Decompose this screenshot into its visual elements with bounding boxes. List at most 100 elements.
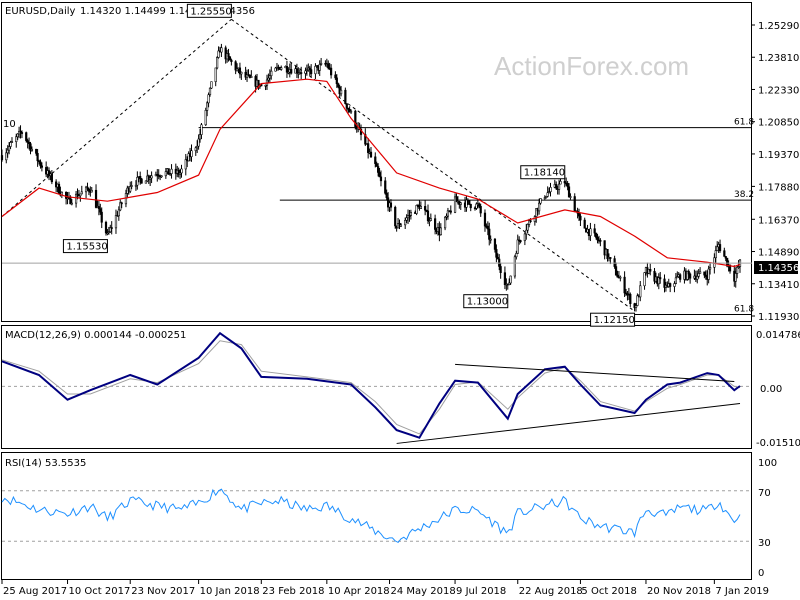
price-candle: [533, 215, 536, 226]
candle-body: [164, 171, 167, 177]
candle-body: [335, 77, 338, 85]
price-candle: [369, 147, 373, 159]
candle-body: [696, 276, 699, 280]
price-candle: [523, 232, 526, 246]
price-candle: [406, 209, 410, 224]
price-candle: [629, 292, 632, 307]
price-candle: [164, 167, 167, 179]
price-candle: [515, 250, 518, 260]
candle-body: [129, 186, 132, 192]
candle-body: [583, 219, 586, 229]
candle-body: [606, 248, 609, 259]
price-candle: [459, 202, 462, 210]
price-candle: [8, 142, 11, 155]
fib-label: 61.8: [734, 304, 754, 314]
candle-body: [167, 168, 170, 175]
price-candle: [15, 133, 18, 148]
candle-body: [424, 206, 427, 211]
candle-body: [69, 196, 72, 205]
candle-body: [25, 132, 28, 141]
candle-body: [87, 188, 91, 192]
rsi-pane: RSI(14) 53.5535 100 70 30 0: [1, 458, 777, 579]
candle-body: [234, 61, 237, 71]
candle-body: [439, 227, 442, 235]
price-candle: [250, 70, 253, 78]
candle-body: [673, 283, 676, 287]
price-candle: [439, 223, 442, 236]
candle-body: [475, 203, 478, 209]
price-candle: [184, 153, 187, 176]
candle-body: [529, 220, 532, 222]
price-candle: [110, 221, 113, 235]
candle-body: [716, 246, 719, 251]
price-candle: [377, 163, 380, 177]
candle-body: [669, 283, 672, 287]
price-candle: [204, 107, 207, 126]
candle-body: [107, 231, 110, 234]
candle-body: [614, 266, 618, 276]
candle-body: [613, 258, 616, 267]
candle-body: [97, 206, 100, 210]
price-candle: [567, 183, 571, 198]
rsi-tick-100: 100: [758, 458, 777, 469]
candle-body: [538, 202, 541, 212]
price-candle: [569, 193, 572, 200]
price-candle: [10, 137, 14, 143]
price-candle: [428, 217, 431, 227]
candle-body: [579, 215, 582, 221]
candle-body: [595, 232, 598, 238]
price-candle: [120, 201, 123, 209]
price-candle: [603, 240, 606, 260]
price-tick-label: 1.22330: [758, 85, 799, 96]
price-candle: [16, 133, 19, 141]
price-candle: [36, 149, 39, 167]
price-candle: [676, 271, 679, 279]
candle-body: [280, 67, 283, 70]
price-candle: [653, 267, 656, 285]
candle-body: [196, 145, 199, 149]
price-candle: [238, 62, 242, 79]
candle-body: [109, 227, 112, 233]
candle-body: [528, 220, 531, 225]
candle-body: [57, 183, 61, 194]
date-tick-label: 24 May 2018: [391, 586, 456, 597]
price-candle: [178, 169, 182, 179]
candle-body: [295, 68, 299, 74]
price-candle: [5, 148, 8, 164]
price-candle: [196, 140, 199, 154]
candle-body: [139, 176, 142, 180]
price-candle: [405, 214, 408, 224]
price-candle: [707, 265, 710, 284]
candle-body: [639, 285, 642, 298]
price-candle: [295, 63, 299, 79]
candle-body: [535, 208, 538, 217]
candle-body: [519, 240, 522, 242]
price-candle: [659, 271, 662, 284]
price-candle: [639, 280, 642, 302]
price-candle: [310, 64, 313, 79]
fib-label: 38.2: [734, 190, 754, 200]
price-candle: [424, 200, 427, 216]
price-candle: [27, 137, 31, 150]
candles: [0, 43, 742, 312]
candle-body: [563, 181, 566, 184]
candle-body: [120, 202, 123, 205]
price-candle: [97, 200, 100, 216]
price-pane: EURUSD,Daily 1.14320 1.14499 1.14253 1.1…: [0, 3, 799, 327]
price-candle: [409, 209, 412, 220]
date-tick-label: 10 Jan 2018: [200, 586, 260, 597]
candle-body: [274, 67, 277, 72]
candle-body: [228, 56, 232, 61]
price-candle: [579, 213, 582, 226]
price-candle: [194, 146, 197, 156]
date-tick-label: 23 Feb 2018: [262, 586, 324, 597]
macd-main-path: [1, 331, 741, 439]
candle-body: [495, 249, 498, 258]
candle-body: [305, 69, 308, 72]
candle-body: [659, 277, 662, 280]
candle-body: [214, 67, 217, 82]
price-tick-label: 1.25290: [758, 21, 799, 32]
price-candle: [180, 164, 183, 178]
candle-body: [149, 177, 152, 180]
